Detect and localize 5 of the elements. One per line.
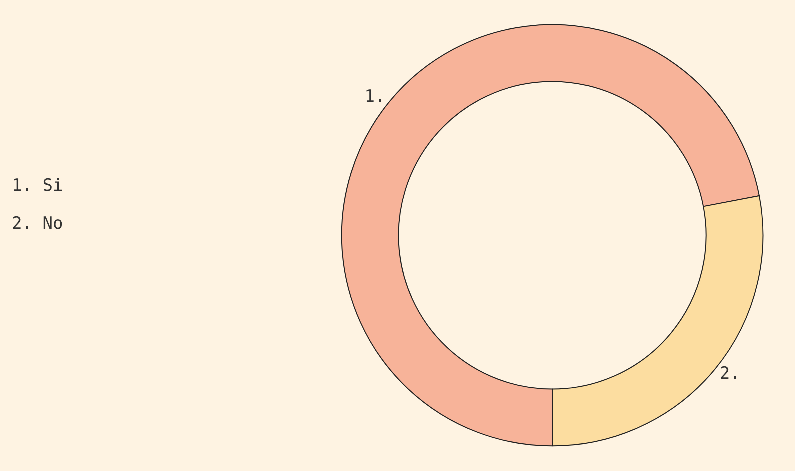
donut-slice (341, 24, 760, 447)
text: 1. Si (12, 176, 64, 196)
slice-label: 1. (364, 87, 386, 108)
text: 2. No (12, 214, 64, 234)
slice-label: 2. (720, 364, 740, 384)
